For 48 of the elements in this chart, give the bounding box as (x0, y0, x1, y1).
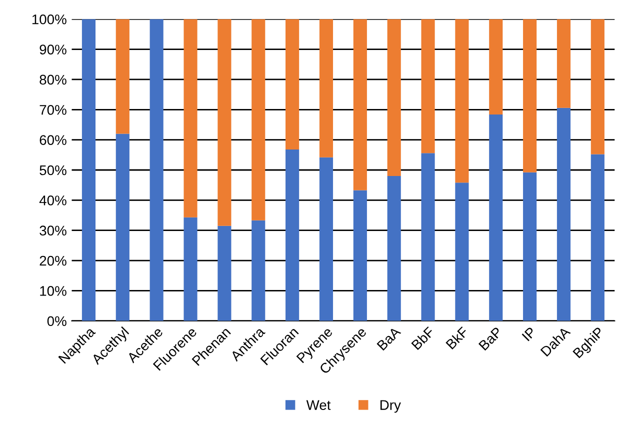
bar (590, 19, 604, 154)
y-tick-label: 30% (40, 226, 66, 236)
x-tick-label: BaP (478, 326, 503, 351)
x-tick-label: IP (522, 326, 536, 342)
x-tick-label: BbF (410, 326, 435, 350)
bar (286, 19, 300, 150)
y-tick-label: 40% (39, 196, 66, 206)
x-tick-label: BkF (445, 326, 469, 350)
bar (116, 19, 130, 134)
y-tick-label: 80% (40, 74, 66, 85)
bar (184, 19, 198, 218)
bar (319, 157, 334, 321)
bar (523, 19, 537, 172)
y-tick-label: 10% (40, 286, 66, 296)
y-tick-label: 50% (40, 165, 66, 176)
bar (556, 108, 571, 321)
bar (150, 19, 164, 321)
x-tick-label: BaA (376, 326, 402, 351)
bar (590, 154, 604, 321)
bar (455, 19, 469, 183)
bar (489, 114, 503, 321)
bar (82, 19, 96, 321)
y-tick-label: 0% (47, 316, 66, 326)
bar (421, 153, 435, 321)
bar (286, 149, 300, 321)
bar (252, 19, 266, 220)
y-tick-label: 100% (32, 14, 66, 24)
bar (218, 226, 232, 321)
bar (184, 217, 198, 321)
bar (252, 220, 266, 321)
bar (319, 19, 334, 158)
bar (218, 19, 232, 226)
bar (489, 19, 503, 114)
y-tick-label: 90% (40, 44, 66, 54)
legend-label: Dry (380, 400, 401, 413)
bar (455, 182, 469, 321)
y-tick-label: 20% (40, 256, 66, 266)
bar (387, 176, 401, 321)
legend-label: Wet (306, 400, 331, 410)
y-tick-label: 60% (40, 135, 66, 145)
bar (421, 19, 435, 154)
bar (116, 134, 130, 321)
bar (556, 19, 571, 108)
bar (353, 19, 367, 190)
bar (353, 190, 367, 321)
bar (387, 19, 401, 176)
y-tick-label: 70% (40, 104, 66, 115)
bar (523, 172, 537, 321)
